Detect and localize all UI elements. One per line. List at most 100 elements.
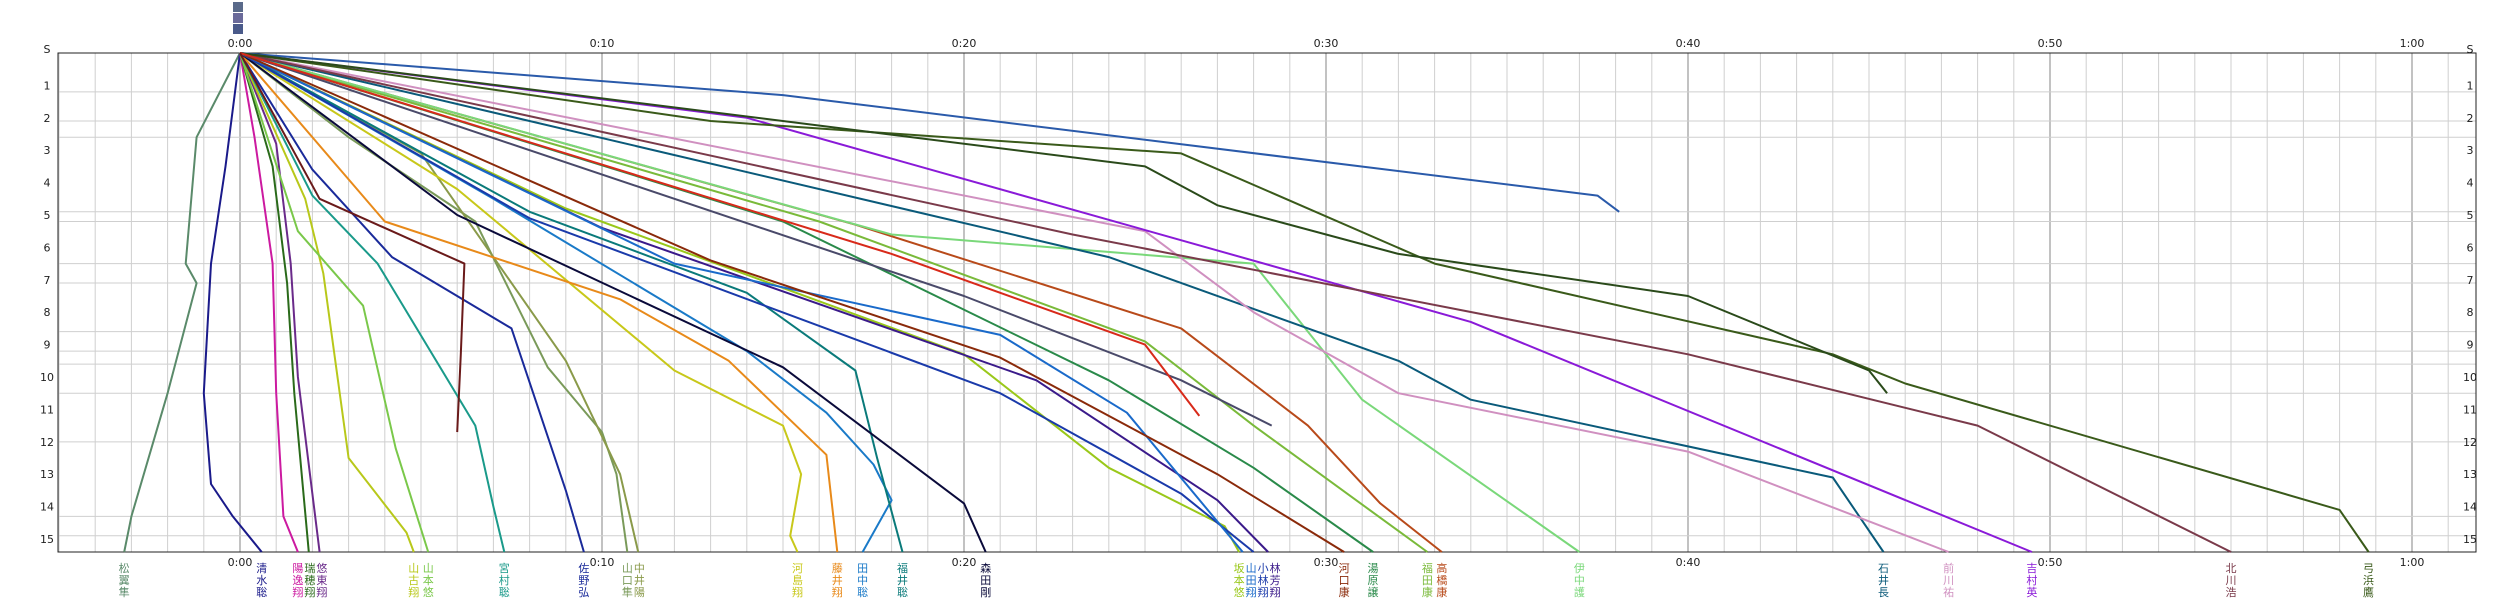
y-tick-label: 9 <box>2467 339 2474 352</box>
series-name-label: 湯 <box>1368 562 1379 575</box>
y-tick-label: 11 <box>2463 403 2477 416</box>
series-name-label: 英 <box>2026 585 2037 599</box>
series-name-label: 石 <box>1878 562 1889 575</box>
series-name-label: 福 <box>897 561 908 575</box>
grid <box>58 52 2476 553</box>
series-line <box>239 52 299 553</box>
y-tick-label: 13 <box>40 468 54 481</box>
x-tick-label: 0:50 <box>2038 556 2063 569</box>
series-line <box>239 52 987 553</box>
series-name-label: 古 <box>408 574 419 587</box>
y-tick-label: 11 <box>40 403 54 416</box>
series-line <box>239 52 2232 553</box>
y-tick-label: 14 <box>2463 501 2477 514</box>
series-name-label: 山 <box>622 562 633 575</box>
y-tick-label: 8 <box>2467 306 2474 319</box>
series-line <box>239 52 1620 213</box>
series-name-label: 悠 <box>423 585 434 599</box>
y-tick-label: 12 <box>40 436 54 449</box>
series-name-label: 島 <box>792 573 803 587</box>
x-tick-label: 0:10 <box>590 556 615 569</box>
series-name-label: 中 <box>634 562 645 575</box>
x-tick-label: 0:40 <box>1676 556 1701 569</box>
series-line <box>239 52 1949 553</box>
series-name-label: 聡 <box>857 585 868 599</box>
y-tick-label: 15 <box>40 533 54 546</box>
series-name-label: 康 <box>1339 585 1350 599</box>
series-name-label: 伊 <box>1574 562 1585 575</box>
series-line <box>239 52 415 553</box>
series-line <box>239 52 430 553</box>
y-tick-label: 10 <box>2463 371 2477 384</box>
y-tick-label: 10 <box>40 371 54 384</box>
series-name-label: 松 <box>119 561 130 575</box>
series-name-label: 護 <box>1574 585 1585 599</box>
x-tick-label: 0:50 <box>2038 37 2063 50</box>
series-name-label: 隼 <box>622 585 633 599</box>
x-tick-label: 0:10 <box>590 37 615 50</box>
series-name-label: 剛 <box>980 586 991 599</box>
series-name-label: 本 <box>423 573 434 587</box>
x-tick-label: 0:40 <box>1676 37 1701 50</box>
series-name-label: 田 <box>1422 574 1433 587</box>
series-name-label: 陽 <box>292 562 303 575</box>
series-name-label: 田 <box>857 562 868 575</box>
series-name-label: 翔 <box>316 585 327 599</box>
series-name-label: 吉 <box>2026 562 2037 575</box>
series-name-label: 林 <box>1258 573 1269 587</box>
y-tick-label: 4 <box>44 177 51 190</box>
y-tick-label: 3 <box>2467 144 2474 157</box>
x-tick-label: 0:30 <box>1314 556 1339 569</box>
series-name-label: 山 <box>423 562 434 575</box>
series-name-label: 井 <box>1878 573 1889 587</box>
series-name-label: 田 <box>980 574 991 587</box>
series-name-label: 宮 <box>499 561 510 575</box>
start-label-left: S <box>44 43 51 56</box>
series-name-label: 弘 <box>578 586 589 599</box>
series-name-label: 悠 <box>316 561 327 575</box>
series-name-label: 祐 <box>1943 586 1954 599</box>
origin-marker <box>233 2 243 34</box>
series-name-label: 中 <box>1574 574 1585 587</box>
series-name-label: 本 <box>1234 573 1245 587</box>
series-name-label: 康 <box>1436 585 1447 599</box>
series-name-label: 翔 <box>792 585 803 599</box>
y-tick-label: 6 <box>44 241 51 254</box>
series-name-label: 中 <box>857 574 868 587</box>
series-line <box>202 52 263 553</box>
y-tick-label: 2 <box>2467 112 2474 125</box>
series-line <box>239 52 839 553</box>
series-name-label: 福 <box>1422 561 1433 575</box>
series-line <box>239 52 904 553</box>
series-name-label: 山 <box>1246 562 1257 575</box>
series-line <box>239 52 1255 553</box>
series-name-label: 井 <box>897 573 908 587</box>
series-name-label: 原 <box>1368 574 1379 587</box>
series-name-label: 翔 <box>1270 585 1281 599</box>
series-name-label: 水 <box>256 574 267 587</box>
y-tick-label: 4 <box>2467 177 2474 190</box>
series-name-label: 聡 <box>897 585 908 599</box>
series-line <box>239 52 321 553</box>
series-line <box>239 52 1580 553</box>
series-name-label: 譲 <box>1368 585 1379 599</box>
series-name-label: 鷹 <box>2363 585 2374 599</box>
y-tick-label: 3 <box>44 144 51 157</box>
series-name-label: 小 <box>1258 562 1269 575</box>
series-name-label: 翔 <box>832 585 843 599</box>
series-name-label: 川 <box>2226 574 2237 587</box>
series-name-label: 村 <box>499 573 510 587</box>
series-name-label: 瑞 <box>304 561 315 575</box>
series-name-label: 隼 <box>119 585 130 599</box>
series-line <box>239 52 1888 394</box>
series-line <box>123 52 241 553</box>
series-name-label: 田 <box>1246 574 1257 587</box>
y-tick-label: 1 <box>44 79 51 92</box>
series-name-label: 北 <box>2226 562 2237 575</box>
series-name-label: 河 <box>1339 562 1350 575</box>
series-name-label: 前 <box>1943 561 1954 575</box>
series-line <box>239 52 1244 553</box>
series-name-label: 井 <box>634 573 645 587</box>
